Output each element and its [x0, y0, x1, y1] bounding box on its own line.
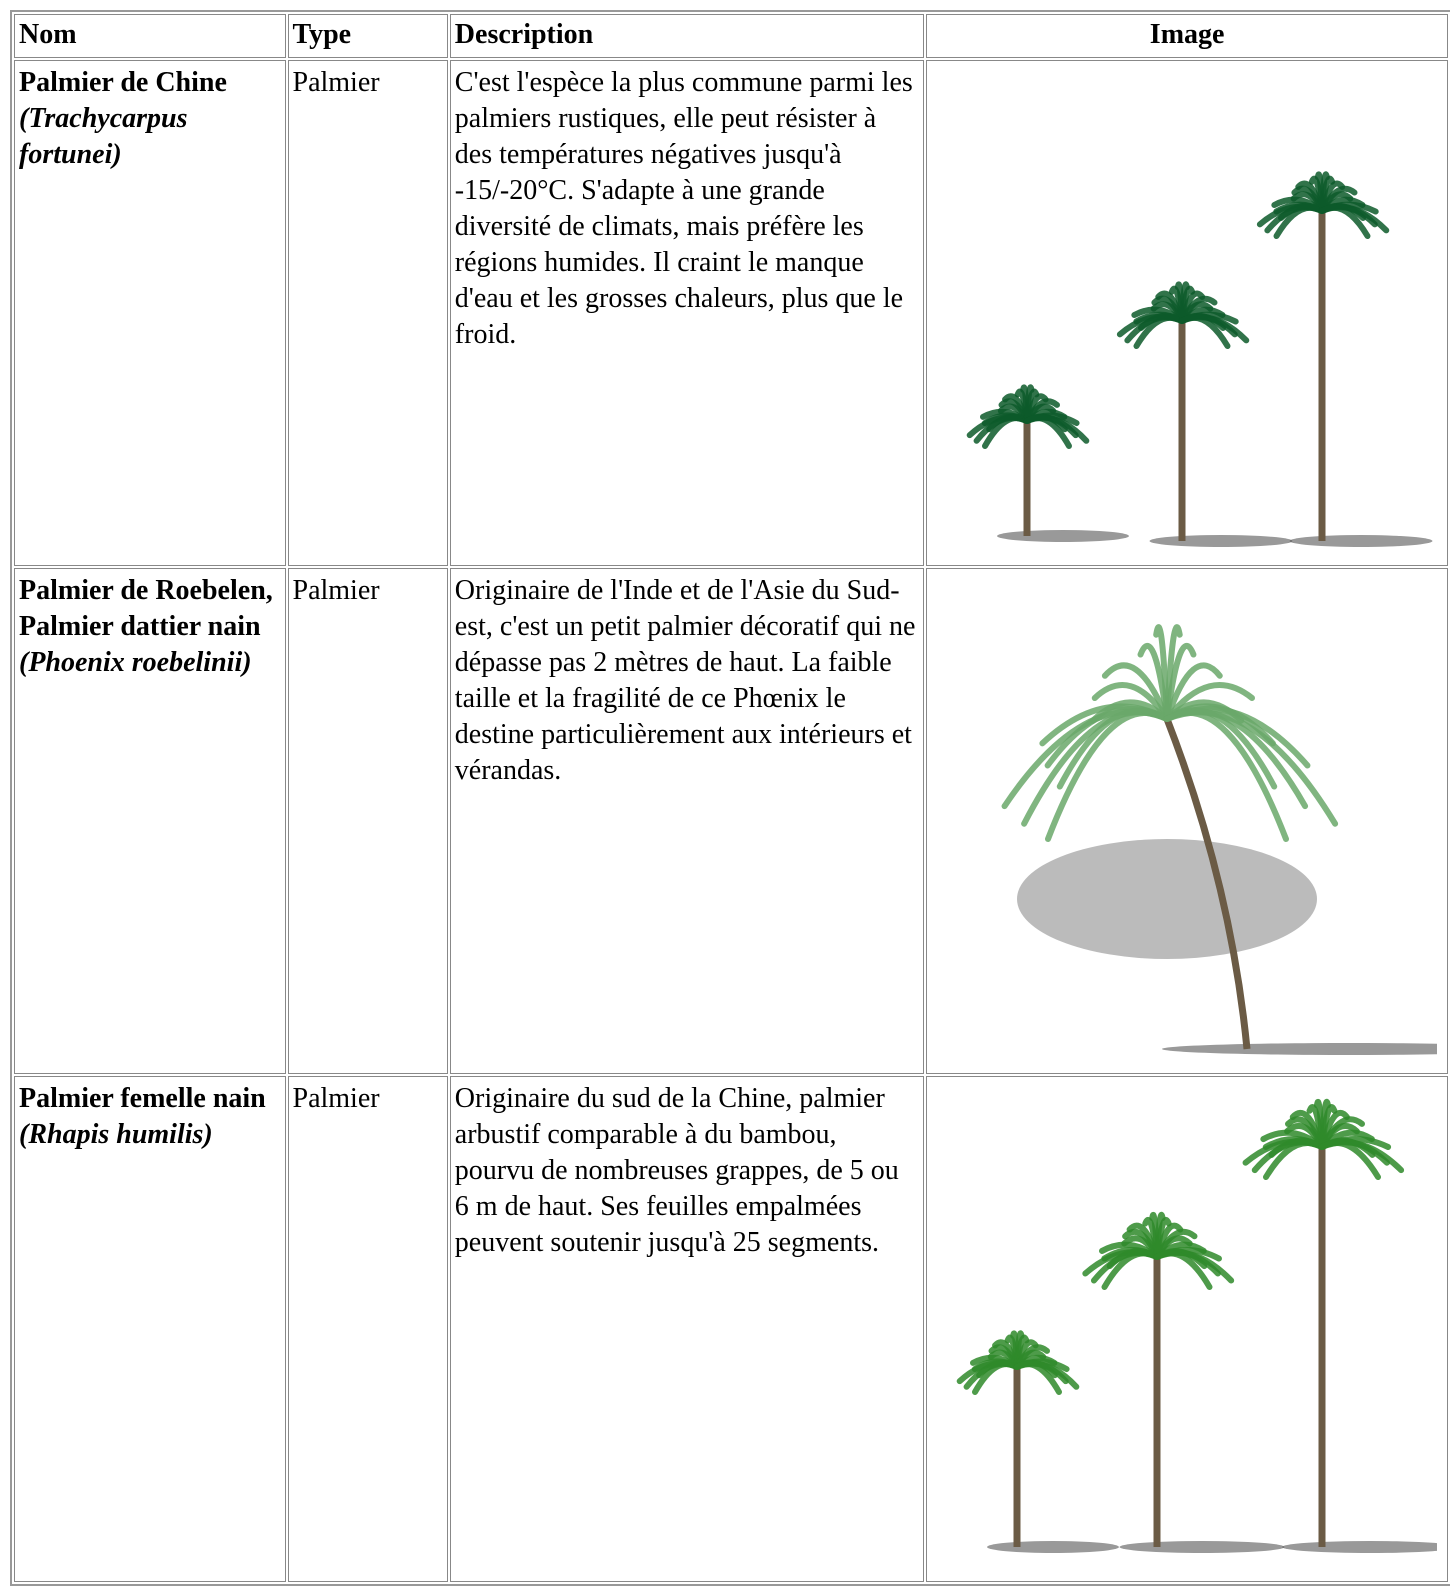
header-cell: Image [926, 14, 1448, 58]
scientific-name: (Phoenix roebelinii) [19, 647, 252, 678]
frond [1319, 204, 1371, 239]
frond [1164, 642, 1197, 722]
scientific-name: (Rhapis humilis) [19, 1119, 213, 1150]
shadow [987, 1541, 1120, 1553]
scientific-name: (Trachycarpus fortunei) [19, 103, 188, 170]
name-cell: Palmier de Roebelen, Palmier dattier nai… [14, 568, 286, 1074]
trunk [1163, 717, 1251, 1050]
name-cell: Palmier femelle nain (Rhapis humilis) [14, 1076, 286, 1582]
palm-illustration [956, 1098, 1438, 1553]
header-row: Nom Type Description Image [14, 14, 1448, 58]
name-cell: Palmier de Chine (Trachycarpus fortunei) [14, 60, 286, 566]
type-cell: Palmier [287, 1076, 448, 1582]
description-cell: Originaire du sud de la Chine, palmier a… [449, 1076, 925, 1582]
common-name: Palmier de Roebelen, Palmier dattier nai… [19, 575, 273, 642]
palm-illustration [1001, 624, 1438, 1055]
shadow [1017, 839, 1318, 959]
shadow [1149, 535, 1293, 547]
image-cell [926, 60, 1448, 566]
shadow [1119, 1541, 1285, 1553]
image-cell [926, 568, 1448, 1074]
header-cell: Nom [14, 14, 286, 58]
shadow [997, 530, 1130, 542]
frond [1179, 314, 1231, 349]
shadow [1289, 535, 1433, 547]
table-row: Palmier femelle nain (Rhapis humilis) Palm… [14, 1076, 1448, 1582]
frond [1021, 709, 1171, 827]
header-cell: Type [287, 14, 448, 58]
frond [1164, 709, 1290, 842]
table-row: Palmier de Roebelen, Palmier dattier nai… [14, 568, 1448, 1074]
type-cell: Palmier [287, 568, 448, 1074]
palm-illustration [966, 171, 1433, 547]
palm-table: Nom Type Description Image Palmier de Ch… [10, 10, 1450, 1586]
description-cell: Originaire de l'Inde et de l'Asie du Sud… [449, 568, 925, 1074]
frond [1164, 662, 1224, 722]
shadow [1282, 1541, 1438, 1553]
image-cell [926, 1076, 1448, 1582]
header-cell: Description [449, 14, 925, 58]
description-cell: C'est l'espèce la plus commune parmi les… [449, 60, 925, 566]
type-cell: Palmier [287, 60, 448, 566]
frond [1154, 1250, 1213, 1290]
frond [1014, 1361, 1063, 1395]
frond [1319, 1139, 1382, 1180]
common-name: Palmier de Chine [19, 67, 227, 98]
frond [1024, 415, 1073, 449]
shadow [1162, 1043, 1438, 1055]
common-name: Palmier femelle nain [19, 1083, 266, 1114]
table-row: Palmier de Chine (Trachycarpus fortunei) P… [14, 60, 1448, 566]
frond [1102, 662, 1171, 722]
